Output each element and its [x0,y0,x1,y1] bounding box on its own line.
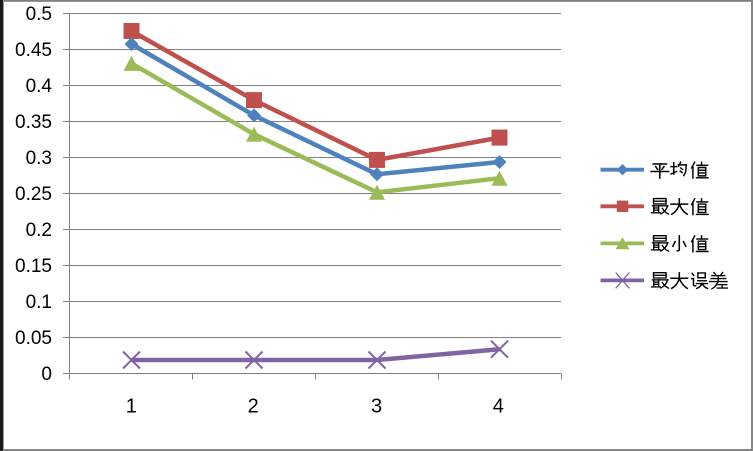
svg-text:0: 0 [41,364,52,385]
svg-text:0.35: 0.35 [15,112,52,133]
svg-text:1: 1 [126,396,137,418]
svg-text:0.25: 0.25 [15,184,52,205]
svg-text:2: 2 [248,396,259,418]
svg-text:0.2: 0.2 [26,220,52,241]
svg-text:4: 4 [493,396,504,418]
svg-text:0.1: 0.1 [26,292,52,313]
svg-text:3: 3 [371,396,382,418]
svg-text:0.15: 0.15 [15,256,52,277]
svg-text:0.4: 0.4 [26,76,53,97]
svg-text:0.5: 0.5 [26,4,52,25]
svg-text:0.3: 0.3 [26,148,52,169]
svg-text:0.45: 0.45 [15,40,52,61]
svg-text:0.05: 0.05 [15,328,52,349]
